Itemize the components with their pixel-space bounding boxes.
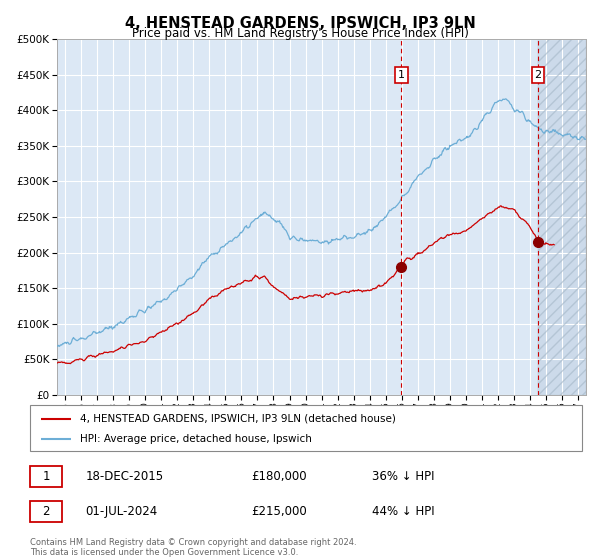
Text: 01-JUL-2024: 01-JUL-2024 [85,505,157,519]
Bar [538,39,586,395]
Text: £215,000: £215,000 [251,505,307,519]
Bar [30,501,62,522]
Text: £180,000: £180,000 [251,470,307,483]
Text: Contains HM Land Registry data © Crown copyright and database right 2024.: Contains HM Land Registry data © Crown c… [30,538,356,547]
Text: HPI: Average price, detached house, Ipswich: HPI: Average price, detached house, Ipsw… [80,435,311,444]
Text: 2: 2 [535,70,542,80]
Text: 36% ↓ HPI: 36% ↓ HPI [372,470,435,483]
Text: 4, HENSTEAD GARDENS, IPSWICH, IP3 9LN: 4, HENSTEAD GARDENS, IPSWICH, IP3 9LN [125,16,475,31]
Text: 18-DEC-2015: 18-DEC-2015 [85,470,163,483]
Bar [30,466,62,487]
Text: 4, HENSTEAD GARDENS, IPSWICH, IP3 9LN (detached house): 4, HENSTEAD GARDENS, IPSWICH, IP3 9LN (d… [80,414,395,424]
Text: This data is licensed under the Open Government Licence v3.0.: This data is licensed under the Open Gov… [30,548,298,557]
Text: 1: 1 [398,70,405,80]
Text: 1: 1 [42,470,50,483]
Bar [538,39,586,395]
Text: 2: 2 [42,505,50,519]
Text: Price paid vs. HM Land Registry's House Price Index (HPI): Price paid vs. HM Land Registry's House … [131,27,469,40]
Text: 44% ↓ HPI: 44% ↓ HPI [372,505,435,519]
